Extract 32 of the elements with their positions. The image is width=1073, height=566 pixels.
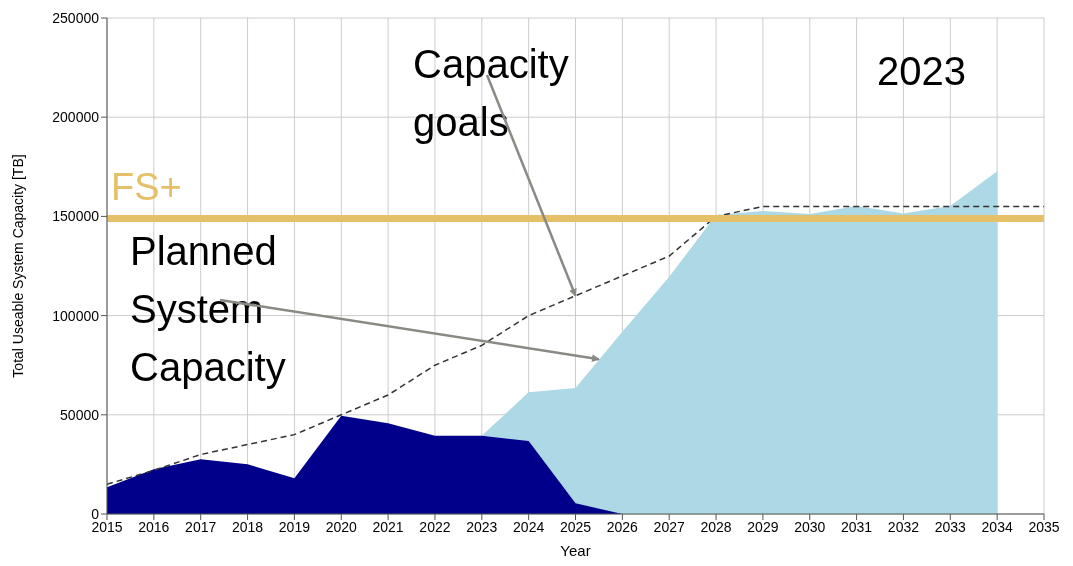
x-tick-label: 2024 xyxy=(513,518,545,535)
x-tick-label: 2032 xyxy=(887,518,920,535)
y-tick-label: 50000 xyxy=(60,406,100,423)
x-tick-label: 2035 xyxy=(1028,518,1060,535)
y-tick-label: 250000 xyxy=(52,9,100,26)
x-tick-label: 2029 xyxy=(747,518,779,535)
y-tick-label: 100000 xyxy=(52,307,100,324)
x-tick-label: 2026 xyxy=(606,518,639,535)
y-tick-label: 150000 xyxy=(52,208,100,225)
x-tick-label: 2018 xyxy=(231,518,264,535)
x-axis-title: Year xyxy=(560,542,591,559)
y-axis-title: Total Useable System Capacity [TB] xyxy=(9,154,26,378)
x-tick-label: 2031 xyxy=(841,518,873,535)
x-tick-label: 2028 xyxy=(700,518,732,535)
x-tick-label: 2017 xyxy=(185,518,217,535)
x-tick-label: 2023 xyxy=(466,518,498,535)
ref-line-label: FS+ xyxy=(111,166,182,209)
annotation: Capacity goals xyxy=(413,42,569,144)
x-tick-label: 2030 xyxy=(794,518,826,535)
x-tick-label: 2022 xyxy=(419,518,451,535)
x-tick-label: 2027 xyxy=(653,518,685,535)
annotation: Planned System Capacity xyxy=(130,229,286,389)
x-tick-label: 2020 xyxy=(325,518,358,535)
y-tick-label: 200000 xyxy=(52,109,100,126)
x-tick-label: 2016 xyxy=(138,518,170,535)
x-tick-label: 2019 xyxy=(278,518,311,535)
x-tick-label: 2034 xyxy=(981,518,1013,535)
annotation: 2023 xyxy=(877,49,966,93)
line-series xyxy=(107,205,1044,485)
x-tick-label: 2025 xyxy=(559,518,592,535)
x-tick-label: 2033 xyxy=(934,518,967,535)
x-tick-label: 2021 xyxy=(372,518,404,535)
